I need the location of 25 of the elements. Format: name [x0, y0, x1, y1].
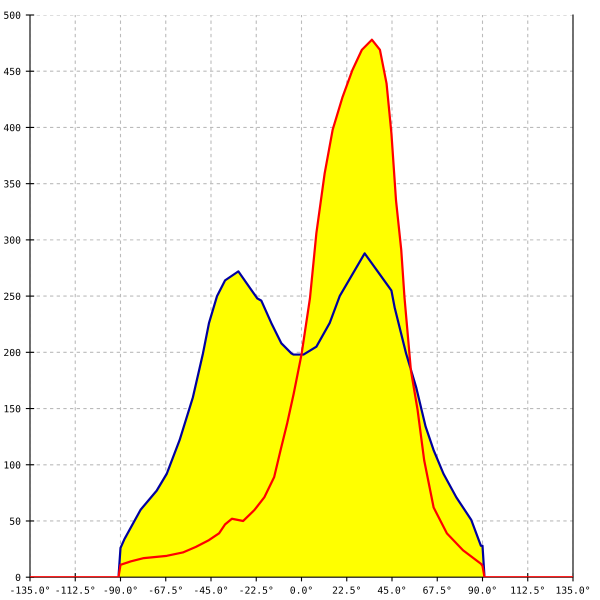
x-tick-label: 22.5° — [332, 586, 360, 594]
x-tick-label: -45.0° — [195, 586, 228, 594]
y-tick-label: 150 — [4, 405, 20, 412]
x-tick-label: -67.5° — [150, 586, 182, 594]
y-tick-label: 250 — [4, 292, 20, 300]
x-tick-label: 0.0° — [290, 586, 312, 594]
y-tick-label: 0 — [16, 574, 20, 582]
x-tick-label: -90.0° — [104, 586, 137, 594]
y-tick-label: 400 — [4, 124, 20, 132]
y-tick-label: 300 — [4, 236, 20, 244]
x-tick-label: 67.5° — [423, 586, 450, 594]
line-series — [117, 252, 486, 578]
x-tick-label: -112.5° — [56, 586, 94, 594]
x-tick-label: -135.0° — [11, 586, 50, 594]
x-tick-label: 135.0° — [556, 586, 590, 594]
x-tick-label: -22.5° — [240, 586, 272, 594]
y-tick-label: 450 — [4, 68, 20, 76]
y-tick-label: 200 — [4, 348, 20, 356]
y-tick-label: 500 — [4, 12, 20, 19]
x-tick-label: 112.5° — [511, 586, 544, 594]
y-tick-label: 100 — [4, 461, 20, 469]
x-tick-label: 45.0° — [378, 586, 406, 594]
x-tick-label: 90.0° — [468, 586, 496, 594]
y-tick-label: 350 — [4, 180, 20, 188]
y-tick-label: 50 — [10, 517, 20, 525]
